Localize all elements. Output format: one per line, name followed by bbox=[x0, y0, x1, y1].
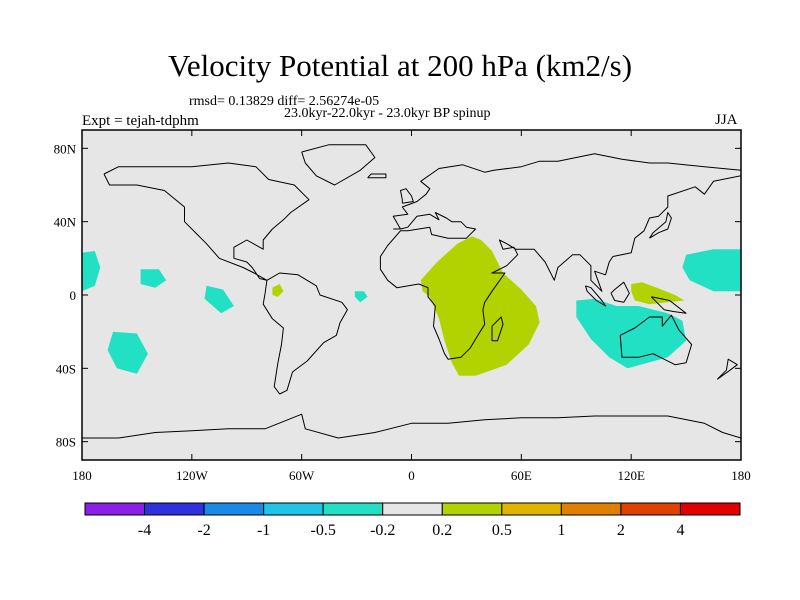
shaded-region-africa-positive bbox=[420, 236, 540, 376]
shaded-region-dateline-negative bbox=[82, 251, 101, 292]
coastline-iceland bbox=[367, 173, 387, 179]
season-label: JJA bbox=[715, 112, 738, 128]
experiment-label: Expt = tejah-tdphm bbox=[82, 113, 199, 129]
colorbar-box bbox=[203, 502, 265, 516]
coastline-south-america bbox=[262, 272, 348, 395]
colorbar-label: -2 bbox=[197, 522, 210, 539]
colorbar-label: -0.5 bbox=[311, 522, 336, 539]
coastline-britain bbox=[400, 188, 414, 204]
shaded-region-central-pacific-negative bbox=[140, 269, 167, 288]
colorbar-box bbox=[322, 502, 384, 516]
coastline-eurasia-africa bbox=[379, 153, 741, 360]
shaded-region-colombia-positive bbox=[272, 284, 284, 297]
lat-tick-label: 0 bbox=[70, 288, 77, 303]
lon-tick-label: 0 bbox=[408, 468, 415, 483]
colorbar-label: 0.5 bbox=[492, 522, 512, 539]
shaded-region-east-pacific-negative bbox=[204, 285, 234, 314]
coastline-antarctica bbox=[82, 413, 741, 439]
lon-tick-label: 180 bbox=[731, 468, 751, 483]
colorbar-label: 0.2 bbox=[432, 522, 452, 539]
shaded-region-maritime-continent-positive bbox=[631, 282, 685, 305]
colorbar-label: -1 bbox=[257, 522, 270, 539]
lat-tick-label: 40N bbox=[54, 215, 77, 230]
shaded-region-indian-ocean-negative bbox=[576, 298, 687, 369]
coastline-japan bbox=[649, 212, 672, 239]
chart-title: Velocity Potential at 200 hPa (km2/s) bbox=[167, 48, 633, 83]
colorbar-label: 1 bbox=[557, 522, 565, 539]
coastline-greenland bbox=[301, 144, 376, 186]
subtitle: 23.0kyr-22.0kyr - 23.0kyr BP spinup bbox=[284, 106, 491, 121]
coastline-new-guinea bbox=[650, 296, 687, 314]
colorbar-box bbox=[560, 502, 622, 516]
lon-tick-label: 180 bbox=[72, 468, 92, 483]
coastline-new-zealand bbox=[716, 358, 738, 380]
shaded-region-atlantic-negative bbox=[354, 291, 368, 303]
lon-tick-label: 60W bbox=[289, 468, 315, 483]
coastline-north-america bbox=[103, 162, 310, 281]
colorbar-box bbox=[679, 502, 741, 516]
shaded-region-south-pacific-negative bbox=[107, 331, 148, 374]
lon-tick-label: 120W bbox=[176, 468, 209, 483]
map-background bbox=[82, 130, 741, 460]
lat-tick-label: 40S bbox=[56, 361, 76, 376]
coastline-borneo bbox=[610, 281, 630, 303]
colorbar-box bbox=[263, 502, 324, 516]
colorbar-label: -0.2 bbox=[370, 522, 395, 539]
lat-tick-label: 80S bbox=[56, 435, 76, 450]
shaded-region-west-pacific-negative bbox=[682, 249, 741, 292]
colorbar-box bbox=[620, 502, 681, 516]
coastline-sumatra bbox=[584, 285, 606, 307]
colorbar-label: 2 bbox=[617, 522, 625, 539]
colorbar-box bbox=[501, 502, 562, 516]
colorbar-box bbox=[441, 502, 503, 516]
lon-tick-label: 60E bbox=[511, 468, 532, 483]
coastline-australia bbox=[619, 314, 693, 366]
lat-tick-label: 80N bbox=[54, 141, 77, 156]
colorbar-box bbox=[144, 502, 205, 516]
coastline-madagascar bbox=[491, 316, 504, 342]
colorbar-box bbox=[382, 502, 443, 516]
lon-tick-label: 120E bbox=[617, 468, 645, 483]
colorbar-label: -4 bbox=[138, 522, 151, 539]
stats-text: rmsd= 0.13829 diff= 2.56274e-05 bbox=[189, 94, 380, 109]
colorbar-label: 4 bbox=[676, 522, 684, 539]
colorbar-box bbox=[84, 502, 146, 516]
